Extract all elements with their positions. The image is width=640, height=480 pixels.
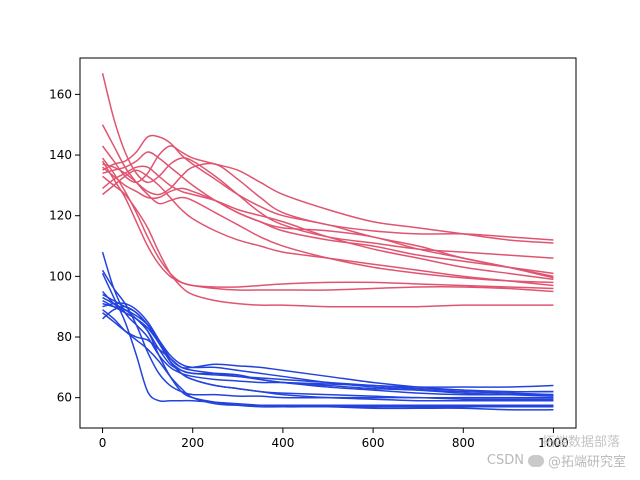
series-lines (101, 72, 554, 411)
x-axis: 0 200 400 600 800 1000 (99, 428, 569, 450)
y-axis: 60 80 100 120 140 160 (49, 87, 80, 405)
y-tick-label: 80 (57, 330, 72, 344)
x-tick-label: 600 (362, 436, 385, 450)
x-tick-label: 200 (181, 436, 204, 450)
x-tick-label: 0 (99, 436, 107, 450)
y-tick-label: 140 (49, 148, 72, 162)
series-line-group_b-17 (102, 293, 554, 397)
watermark-wechat-name: 拓端数据部落 (541, 435, 620, 450)
series-line-group_a-12 (102, 165, 554, 281)
series-line-group_a-10 (102, 175, 554, 308)
series-line-group_b-16 (101, 291, 554, 408)
series-line-group_b-23 (102, 312, 554, 396)
x-tick-label: 800 (452, 436, 475, 450)
series-line-group_a-3 (101, 145, 554, 244)
watermark-csdn: CSDN (486, 453, 524, 468)
series-line-group_a-4 (101, 157, 554, 293)
plot-frame (79, 57, 577, 429)
series-line-group_b-20 (102, 302, 554, 393)
y-tick-label: 100 (49, 269, 72, 283)
watermark-account: @拓端研究室 (547, 455, 626, 470)
series-line-group_a-9 (102, 151, 554, 279)
series-line-group_b-15 (101, 273, 554, 411)
y-tick-label: 120 (49, 209, 72, 223)
y-tick-label: 160 (49, 87, 72, 101)
series-line-group_b-19 (102, 299, 554, 396)
series-line-group_b-24 (102, 305, 554, 402)
series-line-group_b-22 (102, 309, 554, 407)
series-line-group_a-6 (102, 162, 554, 241)
series-line-group_a-5 (101, 160, 554, 290)
y-tick-label: 60 (57, 391, 72, 405)
series-line-group_a-11 (102, 169, 554, 287)
wechat-icon (527, 454, 544, 467)
x-tick-label: 1000 (538, 436, 569, 450)
x-tick-label: 400 (271, 436, 294, 450)
watermark: CSDN @拓端研究室 (487, 451, 626, 470)
series-line-group_a-8 (102, 134, 554, 278)
